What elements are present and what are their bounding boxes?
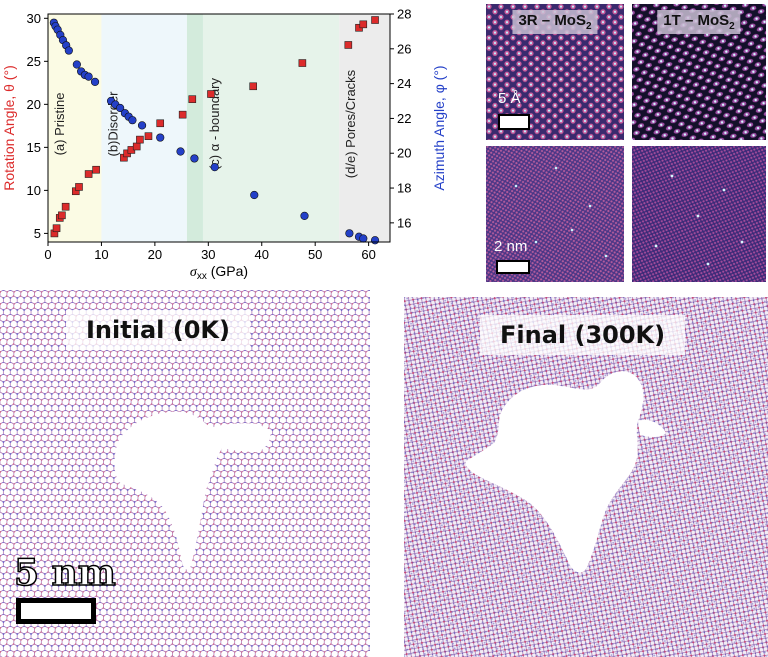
right-tick-label: 26 bbox=[397, 41, 411, 56]
stm-scale-bar-2nm bbox=[496, 260, 530, 274]
region-label: (d/e) Pores/Cracks bbox=[343, 69, 358, 178]
right-axis-label: Azimuth Angle, φ (°) bbox=[431, 65, 447, 190]
rotation-point bbox=[207, 90, 215, 98]
pore-final-channel bbox=[638, 419, 666, 437]
stm-scale-label-5a: 5 Å bbox=[498, 90, 521, 107]
plot-frame bbox=[47, 13, 391, 243]
rotation-point bbox=[371, 16, 379, 24]
azimuth-point bbox=[370, 236, 380, 245]
right-tick-label: 24 bbox=[397, 76, 411, 91]
azimuth-point bbox=[210, 163, 219, 172]
azimuth-point bbox=[345, 229, 354, 238]
stm-image-3r-large bbox=[486, 146, 624, 282]
azimuth-point bbox=[90, 77, 100, 86]
right-tick-label: 20 bbox=[397, 146, 411, 161]
left-axis-label: Rotation Angle, θ (°) bbox=[1, 65, 17, 190]
rotation-point bbox=[84, 170, 93, 178]
md-scale-bar bbox=[16, 598, 96, 624]
region-band bbox=[339, 14, 390, 242]
azimuth-point bbox=[128, 116, 137, 125]
x-tick-label: 60 bbox=[361, 247, 375, 262]
azimuth-point bbox=[116, 103, 125, 113]
x-tick-label: 10 bbox=[94, 247, 108, 262]
region-band bbox=[48, 14, 102, 242]
x-tick-label: 0 bbox=[44, 247, 51, 262]
x-tick-label: 50 bbox=[308, 247, 322, 262]
md-lattice-initial bbox=[0, 290, 370, 657]
rotation-point bbox=[75, 183, 83, 191]
region-label: (c) α - boundary bbox=[207, 77, 222, 170]
azimuth-point bbox=[64, 46, 73, 55]
md-lattice-final bbox=[404, 297, 768, 657]
left-tick-label: 15 bbox=[27, 140, 41, 155]
stm-label-3r: 3R – MoS2 bbox=[512, 10, 598, 34]
stm-image-1t-large bbox=[632, 146, 766, 282]
pore-initial bbox=[114, 411, 271, 570]
stm-panel-1t: 1T – MoS2 bbox=[632, 4, 766, 140]
rotation-point bbox=[156, 119, 165, 128]
region-band bbox=[202, 14, 340, 242]
stm-image-grid: 3R – MoS2 5 Å 1T – MoS2 bbox=[484, 0, 768, 285]
right-tick-label: 16 bbox=[397, 215, 411, 230]
left-tick-label: 5 bbox=[34, 226, 41, 241]
left-tick-label: 10 bbox=[27, 183, 41, 198]
right-tick-label: 18 bbox=[397, 181, 411, 196]
rotation-point bbox=[132, 142, 141, 151]
md-title-final: Final (300K) bbox=[480, 315, 686, 355]
rotation-point bbox=[58, 211, 66, 220]
rotation-point bbox=[52, 224, 61, 233]
azimuth-point bbox=[156, 133, 165, 142]
x-tick-label: 30 bbox=[201, 247, 215, 262]
azimuth-point bbox=[190, 154, 199, 163]
stm-scale-label-2nm: 2 nm bbox=[494, 238, 528, 255]
rotation-point bbox=[136, 135, 144, 144]
rotation-point bbox=[298, 59, 307, 67]
x-tick-label: 40 bbox=[255, 247, 269, 262]
stm-scale-bar-5a bbox=[498, 114, 530, 130]
azimuth-point bbox=[250, 190, 259, 200]
x-tick-label: 20 bbox=[148, 247, 162, 262]
rotation-point bbox=[344, 41, 353, 49]
x-axis-label: σxx (GPa) bbox=[190, 263, 248, 282]
right-tick-label: 28 bbox=[397, 7, 411, 22]
stress-regions: (a) Pristine (b)Disorder (c) α - boundary(… bbox=[48, 14, 390, 242]
stm-panel-3r-large: 2 nm bbox=[486, 146, 624, 282]
region-band bbox=[186, 14, 203, 242]
stm-label-1t: 1T – MoS2 bbox=[657, 10, 741, 34]
stm-panel-3r: 3R – MoS2 5 Å bbox=[486, 4, 624, 140]
azimuth-point bbox=[359, 234, 368, 243]
rotation-point bbox=[61, 202, 70, 211]
pore-final bbox=[465, 371, 644, 573]
md-snapshot-final: Final (300K) bbox=[404, 297, 768, 657]
md-snapshot-initial: Initial (0K) 5 nm bbox=[0, 290, 370, 657]
rotation-point bbox=[359, 20, 368, 29]
rotation-point bbox=[144, 132, 153, 140]
rotation-point bbox=[92, 165, 100, 174]
left-tick-label: 20 bbox=[27, 97, 41, 112]
rotation-point bbox=[188, 95, 197, 103]
region-label: (a) Pristine bbox=[52, 93, 67, 156]
right-axis-ticks: 16 18 20 22 24 26 28 bbox=[390, 7, 411, 230]
stm-panel-1t-large bbox=[632, 146, 766, 282]
azimuth-point bbox=[176, 147, 185, 156]
azimuth-point bbox=[84, 72, 93, 81]
left-tick-label: 30 bbox=[27, 11, 41, 26]
stress-angle-chart: (a) Pristine (b)Disorder (c) α - boundary(… bbox=[1, 7, 447, 283]
azimuth-point bbox=[137, 121, 147, 130]
right-tick-label: 22 bbox=[397, 111, 411, 126]
md-scale-label: 5 nm bbox=[13, 551, 116, 595]
azimuth-point bbox=[300, 211, 309, 220]
rotation-point bbox=[178, 110, 187, 119]
rotation-point bbox=[249, 82, 257, 91]
left-tick-label: 25 bbox=[27, 54, 41, 69]
x-axis-ticks: 0 10 20 30 40 50 60 bbox=[44, 242, 376, 262]
left-axis-ticks: 5 10 15 20 25 30 bbox=[27, 11, 48, 241]
md-title-initial: Initial (0K) bbox=[66, 310, 250, 350]
azimuth-point bbox=[72, 60, 81, 69]
